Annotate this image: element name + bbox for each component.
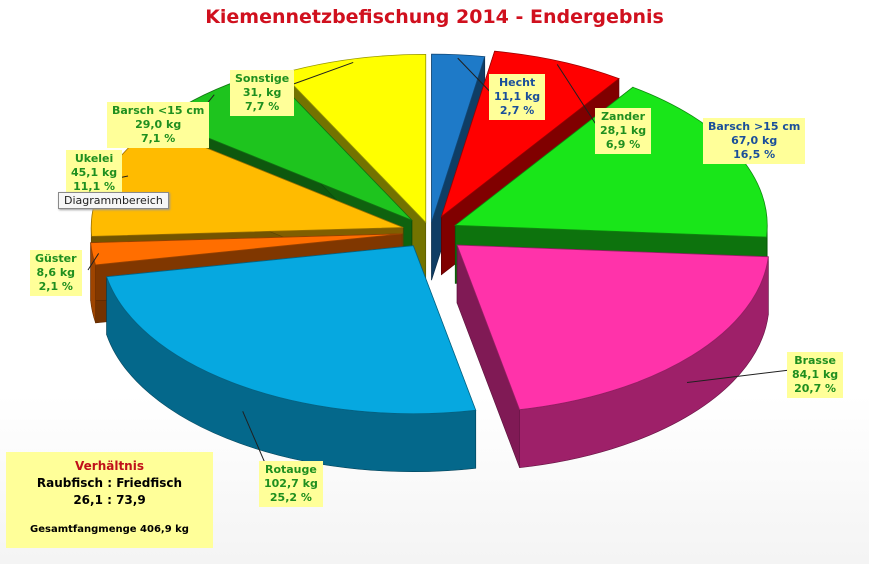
- summary-ratio-value: 26,1 : 73,9: [73, 493, 146, 507]
- label-zander: Zander 28,1 kg 6,9 %: [595, 108, 652, 154]
- label-sonstige-weight: 31, kg: [242, 86, 282, 99]
- chart-title: Kiemennetzbefischung 2014 - Endergebnis: [205, 6, 664, 28]
- label-hecht: Hecht 11,1 kg 2,7 %: [489, 74, 546, 120]
- label-zander-name: Zander: [601, 110, 646, 123]
- label-guester-weight: 8,6 kg: [36, 266, 76, 279]
- label-hecht-name: Hecht: [498, 76, 536, 89]
- label-rotauge: Rotauge 102,7 kg 25,2 %: [259, 461, 323, 507]
- label-sonstige: Sonstige 31, kg 7,7 %: [230, 70, 295, 116]
- label-barsch-gross-name: Barsch >15 cm: [708, 120, 801, 133]
- leader-line-rotauge: [242, 411, 269, 471]
- label-guester: Güster 8,6 kg 2,1 %: [30, 250, 82, 296]
- leader-line-brasse: [686, 369, 791, 384]
- leader-line-guester: [87, 253, 100, 271]
- label-zander-share: 6,9 %: [605, 138, 641, 151]
- label-zander-weight: 28,1 kg: [600, 124, 647, 137]
- chart-area-tooltip: Diagrammbereich: [58, 192, 169, 209]
- label-brasse-name: Brasse: [794, 354, 836, 367]
- label-sonstige-share: 7,7 %: [244, 100, 280, 113]
- label-rotauge-share: 25,2 %: [269, 491, 312, 504]
- label-ukelei-weight: 45,1 kg: [71, 166, 118, 179]
- label-barsch-gross-weight: 67,0 kg: [731, 134, 778, 147]
- summary-ratio-label: Raubfisch : Friedfisch: [36, 476, 183, 490]
- label-brasse: Brasse 84,1 kg 20,7 %: [787, 352, 844, 398]
- label-barsch-klein-weight: 29,0 kg: [135, 118, 182, 131]
- label-hecht-weight: 11,1 kg: [494, 90, 541, 103]
- label-barsch-gross-share: 16,5 %: [733, 148, 776, 161]
- label-brasse-weight: 84,1 kg: [792, 368, 839, 381]
- label-ukelei-name: Ukelei: [74, 152, 114, 165]
- pie-slice-rotauge: [106, 245, 477, 472]
- label-barsch-klein-name: Barsch <15 cm: [112, 104, 205, 117]
- label-ukelei: Ukelei 45,1 kg 11,1 %: [66, 150, 123, 196]
- label-ukelei-share: 11,1 %: [73, 180, 116, 193]
- label-hecht-share: 2,7 %: [499, 104, 535, 117]
- label-barsch-klein-share: 7,1 %: [140, 132, 176, 145]
- label-rotauge-weight: 102,7 kg: [264, 477, 318, 490]
- label-brasse-share: 20,7 %: [794, 382, 837, 395]
- leader-line-zander: [556, 64, 598, 127]
- label-guester-name: Güster: [35, 252, 77, 265]
- label-rotauge-name: Rotauge: [264, 463, 317, 476]
- summary-total: Gesamtfangmenge 406,9 kg: [30, 524, 189, 535]
- leader-line-sonstige: [287, 61, 354, 87]
- label-sonstige-name: Sonstige: [235, 72, 290, 85]
- label-guester-share: 2,1 %: [38, 280, 73, 293]
- ratio-summary-box: Verhältnis Raubfisch : Friedfisch 26,1 :…: [6, 452, 213, 548]
- label-barsch-klein: Barsch <15 cm 29,0 kg 7,1 %: [107, 102, 210, 148]
- pie-slice-brasse: [456, 244, 769, 468]
- summary-title: Verhältnis: [75, 459, 144, 473]
- label-barsch-gross: Barsch >15 cm 67,0 kg 16,5 %: [703, 118, 806, 164]
